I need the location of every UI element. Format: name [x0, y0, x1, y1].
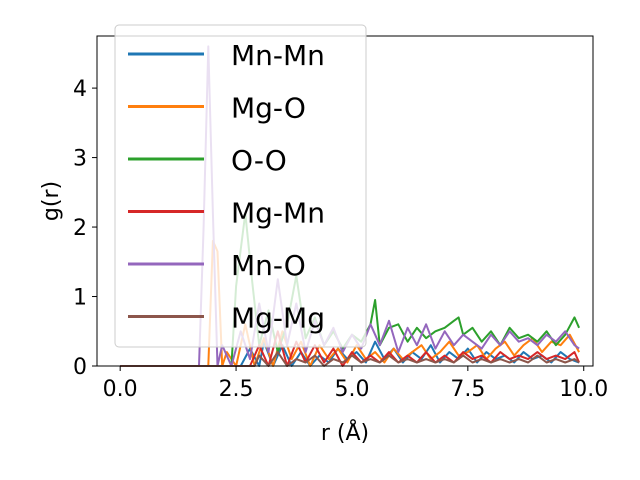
- y-tick-label: 1: [73, 286, 87, 311]
- legend-box: [114, 24, 367, 348]
- x-tick-label: 10.0: [559, 377, 608, 402]
- legend-label-mg-mn: Mg-Mn: [231, 197, 325, 230]
- legend-label-mg-mg: Mg-Mg: [231, 302, 325, 335]
- y-tick-label: 4: [73, 77, 87, 102]
- legend-label-mg-o: Mg-O: [231, 92, 306, 125]
- x-tick-label: 0.0: [103, 377, 138, 402]
- legend: Mn-Mn Mg-O O-O Mg-Mn Mn-O Mg-Mg: [114, 24, 367, 348]
- legend-label-mn-mn: Mn-Mn: [231, 39, 325, 72]
- axis-ticks: 0.0 2.5 5.0 7.5 10.0 0 1 2 3 4: [73, 77, 608, 402]
- legend-label-o-o: O-O: [231, 144, 287, 177]
- x-tick-label: 7.5: [450, 377, 485, 402]
- y-axis-title: g(r): [39, 181, 64, 221]
- x-axis-title: r (Å): [321, 419, 369, 446]
- series-line-mn-mn: [120, 340, 580, 367]
- y-tick-label: 0: [73, 355, 87, 380]
- series-line-mn-o: [120, 45, 580, 367]
- legend-label-mn-o: Mn-O: [231, 249, 306, 282]
- series-line-mg-o: [120, 239, 580, 367]
- series-line-mg-mg: [120, 351, 580, 367]
- x-tick-label: 2.5: [219, 377, 254, 402]
- y-tick-label: 2: [73, 216, 87, 241]
- x-tick-label: 5.0: [334, 377, 369, 402]
- y-tick-label: 3: [73, 147, 87, 172]
